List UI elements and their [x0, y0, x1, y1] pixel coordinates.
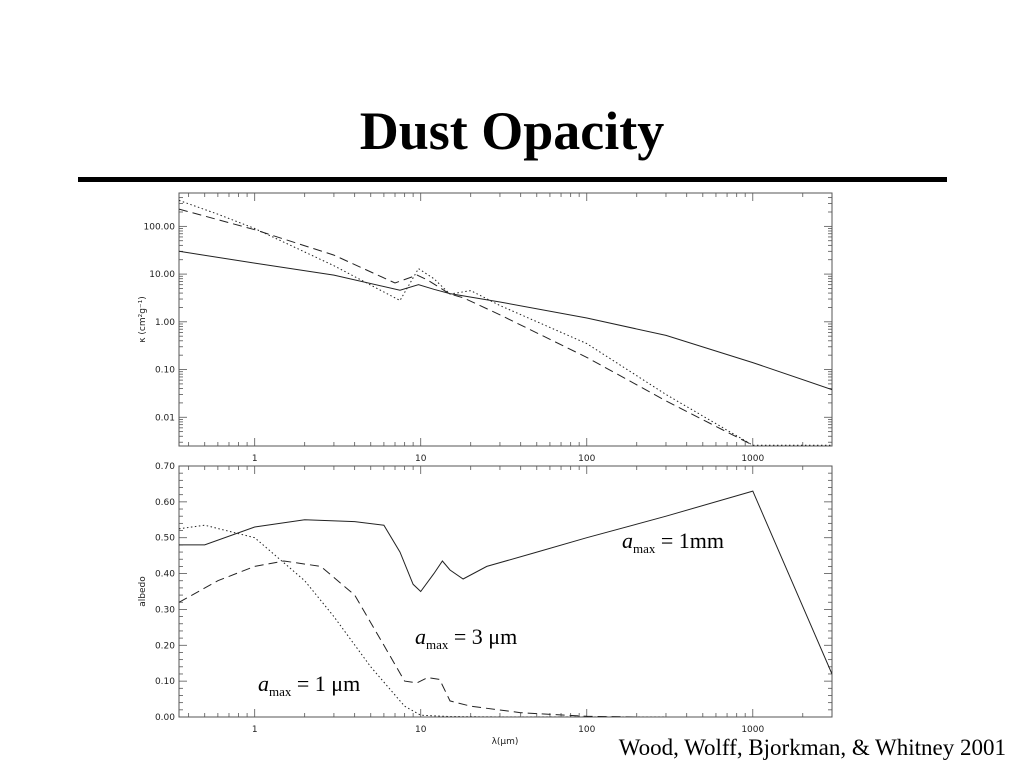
series-line-dashed — [179, 560, 637, 717]
series-annotation: amax = 1 μm — [258, 671, 360, 699]
series-annotation: amax = 3 μm — [415, 624, 517, 652]
y-tick-label: 10.00 — [149, 270, 175, 280]
x-tick-label: 1 — [252, 454, 258, 464]
albedo-panel: 1 10 100 1000 0.00 0.10 0.20 0.30 0.40 0.50 0.60 0.… — [138, 462, 833, 747]
x-tick-label: 1000 — [741, 454, 764, 464]
citation-credit: Wood, Wolff, Bjorkman, & Whitney 2001 — [618, 735, 1006, 760]
y-tick-label: 0.00 — [155, 713, 175, 723]
series-line-dashed — [179, 208, 754, 446]
y-tick-label: 0.40 — [155, 570, 175, 580]
y-tick-label: 1.00 — [155, 318, 175, 328]
y-tick-label: 0.30 — [155, 605, 175, 615]
slide-title: Dust Opacity — [359, 101, 665, 161]
y-tick-label: 0.01 — [155, 413, 175, 423]
x-tick-label: 1 — [252, 725, 258, 735]
plot-frame — [178, 192, 833, 447]
x-tick-label: 100 — [578, 725, 595, 735]
y-tick-label: 100.00 — [144, 222, 176, 232]
plot-frame — [178, 465, 833, 718]
y-tick-label: 0.10 — [155, 677, 175, 687]
x-tick-label: 10 — [415, 725, 427, 735]
y-tick-label: 0.60 — [155, 498, 175, 508]
y-tick-label: 0.10 — [155, 366, 175, 376]
x-tick-label: 1000 — [741, 725, 764, 735]
y-axis-label: κ (cm²g⁻¹) — [138, 296, 148, 343]
y-tick-label: 0.50 — [155, 534, 175, 544]
series-line-solid — [179, 490, 832, 675]
opacity-panel: 1 10 100 1000 0.01 0.10 1.00 10.00 100.00 κ (cm²g… — [138, 192, 833, 464]
y-tick-label: 0.20 — [155, 641, 175, 651]
y-axis-label: albedo — [138, 576, 148, 607]
y-tick-label: 0.70 — [155, 462, 175, 472]
series-line-dotted — [179, 524, 666, 717]
title-divider — [78, 177, 947, 182]
x-tick-label: 10 — [415, 454, 427, 464]
series-line-dotted — [179, 199, 832, 446]
x-tick-label: 100 — [578, 454, 595, 464]
series-annotation: amax = 1mm — [622, 528, 724, 556]
series-line-solid — [179, 250, 832, 391]
x-axis-label: λ(μm) — [492, 737, 519, 747]
